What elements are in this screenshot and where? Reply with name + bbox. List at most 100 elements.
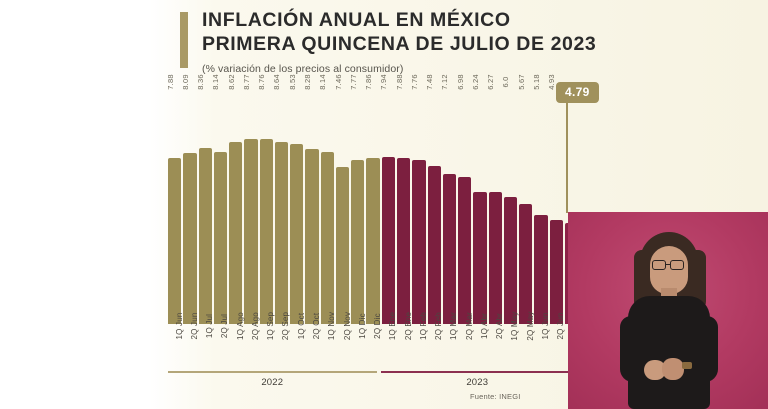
bar-column: 7.76 xyxy=(410,74,426,324)
bar-rect xyxy=(183,153,197,324)
bar-column: 4.93 xyxy=(547,74,563,324)
sign-language-interpreter-video[interactable] xyxy=(568,212,768,409)
bar-rect xyxy=(366,158,380,324)
bar-column: 8.14 xyxy=(318,74,334,324)
bar-value-label: 8.14 xyxy=(318,74,328,90)
x-axis-label: 2Q May xyxy=(525,311,535,341)
x-axis-label: 1Q Nov xyxy=(327,311,337,341)
title-accent-bar xyxy=(180,12,188,68)
x-axis-label: 2Q Jun xyxy=(189,312,199,340)
year-group: 2022 xyxy=(168,371,377,388)
bar-column: 8.64 xyxy=(272,74,289,324)
x-axis-label: 2Q Oct xyxy=(312,312,322,340)
bar-rect xyxy=(412,160,426,324)
x-axis-label: 2Q Jul xyxy=(220,313,230,339)
bar-column: 7.86 xyxy=(364,74,380,324)
bar-rect xyxy=(442,174,457,324)
x-axis-label: 1Q Feb xyxy=(418,312,428,340)
x-axis-label-slot: 2Q Abr xyxy=(489,313,504,368)
bar-column: 8.53 xyxy=(288,74,304,324)
x-axis-label: 1Q May xyxy=(510,311,520,341)
bar-rect xyxy=(274,142,289,324)
x-axis-label: 1Q Dic xyxy=(357,313,367,339)
bar-rect xyxy=(534,215,548,324)
interpreter-hand-left xyxy=(644,360,666,380)
x-axis-label: 2Q Sep xyxy=(281,311,291,341)
x-axis-label-slot: 1Q Mar xyxy=(443,312,458,368)
year-label: 2022 xyxy=(261,376,284,388)
page-subtitle: (% variación de los precios al consumido… xyxy=(202,62,404,75)
x-axis-label: 1Q Jun xyxy=(174,312,184,340)
bar-value-label: 8.36 xyxy=(196,74,206,90)
x-axis-label: 1Q Mar xyxy=(449,312,459,340)
bar-column: 7.88 xyxy=(166,74,182,324)
callout-connector-line xyxy=(566,100,568,213)
bar-rect xyxy=(458,177,472,324)
bar-value-label: 6.0 xyxy=(501,76,511,88)
bar-value-label: 6.98 xyxy=(455,74,465,90)
bar-rect xyxy=(549,220,563,324)
bar-column: 6.0 xyxy=(501,76,518,324)
bar-column: 8.14 xyxy=(211,74,228,324)
bar-rect xyxy=(290,144,304,324)
x-axis-label: 1Q Oct xyxy=(296,312,306,340)
bar-column: 7.77 xyxy=(349,74,365,324)
bar-rect xyxy=(396,158,411,324)
bar-column: 7.88 xyxy=(395,74,411,324)
bar-rect xyxy=(488,192,502,324)
x-axis-label: 1Q Ene xyxy=(388,311,398,341)
bar-rect xyxy=(259,139,273,324)
bar-column: 8.28 xyxy=(303,74,319,324)
x-axis-label: 2Q Ene xyxy=(403,311,413,341)
bar-value-label: 6.27 xyxy=(486,74,496,90)
bar-column: 5.18 xyxy=(532,74,548,324)
bar-value-label: 7.88 xyxy=(165,74,175,90)
bar-rect xyxy=(381,157,395,324)
bar-value-label: 8.28 xyxy=(303,74,313,90)
bar-value-label: 4.93 xyxy=(547,74,557,90)
bar-rect xyxy=(519,204,533,324)
bar-value-label: 8.53 xyxy=(287,74,297,90)
bar-value-label: 6.24 xyxy=(470,74,480,90)
inflation-bar-chart: 7.88 8.09 8.36 8.14 8.62 8.77 8.76 8.64 8.53 8.28… xyxy=(166,74,579,324)
x-axis-label: 1Q Jul xyxy=(205,313,215,339)
bar-column: 8.62 xyxy=(227,74,243,324)
x-axis-label-slot: 2Q Oct xyxy=(305,313,321,368)
bar-rect xyxy=(427,166,441,324)
bar-rect xyxy=(351,160,365,324)
x-axis-label-slot: 1Q Dic xyxy=(351,313,367,368)
bar-column: 6.98 xyxy=(456,74,472,324)
x-axis-label: 2Q Mar xyxy=(464,312,474,340)
interpreter-glasses-left xyxy=(652,260,666,270)
x-axis-label-slot: 1Q Ene xyxy=(382,312,397,368)
bar-rect xyxy=(168,158,182,324)
year-group: 2023 xyxy=(380,371,574,388)
bar-value-label: 8.77 xyxy=(241,74,251,90)
interpreter-hand-right xyxy=(662,358,684,380)
bar-column: 8.77 xyxy=(242,74,258,324)
x-axis-label: 1Q Ago xyxy=(235,312,245,340)
bar-rect xyxy=(229,142,243,324)
bar-value-label: 7.46 xyxy=(333,74,343,90)
year-rule xyxy=(168,371,377,373)
bar-column: 8.76 xyxy=(257,74,273,324)
x-axis-label-slot: 1Q Oct xyxy=(290,313,306,368)
interpreter-wristwatch xyxy=(682,362,692,369)
x-axis-label: 1Q Abr xyxy=(479,312,489,340)
bar-column: 8.09 xyxy=(181,74,197,324)
bar-column: 6.27 xyxy=(486,74,502,324)
interpreter-glasses-right xyxy=(670,260,684,270)
x-axis-label-slot: 1Q Feb xyxy=(412,312,428,368)
x-axis-label-slot: 1Q Jun xyxy=(534,313,550,368)
x-axis-label-slot: 2Q Mar xyxy=(458,312,474,368)
x-axis-label: 2Q Feb xyxy=(434,312,444,340)
year-axis: 2022 2023 xyxy=(168,371,578,393)
highlight-value-badge: 4.79 xyxy=(556,82,599,103)
interpreter-glasses-bridge xyxy=(666,264,670,266)
bar-value-label: 7.94 xyxy=(379,74,389,90)
x-axis-label-slot: 1Q Nov xyxy=(321,312,336,368)
bar-rect xyxy=(335,167,350,324)
x-axis-label: 2Q Nov xyxy=(342,311,352,341)
bar-value-label: 7.76 xyxy=(409,74,419,90)
bar-value-label: 8.09 xyxy=(180,74,190,90)
